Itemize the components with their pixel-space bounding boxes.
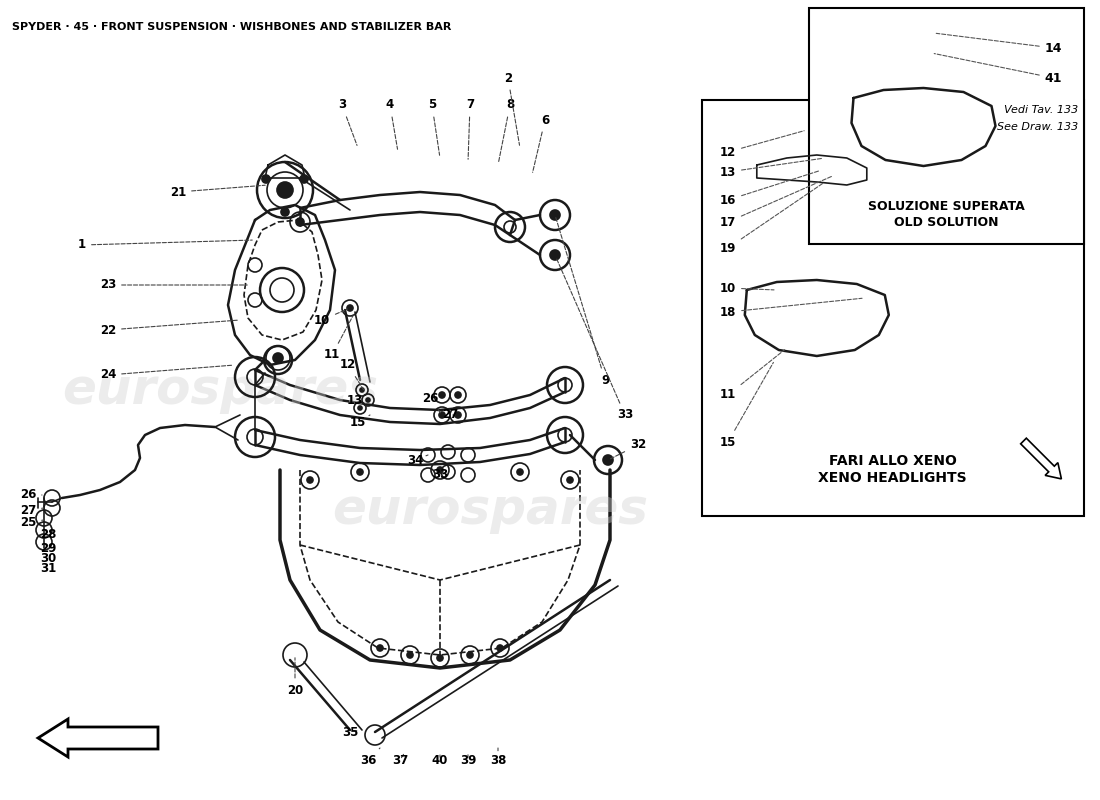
Circle shape (437, 467, 443, 473)
Text: 24: 24 (100, 366, 232, 382)
FancyArrow shape (1021, 438, 1062, 479)
Text: eurospares: eurospares (332, 486, 648, 534)
Text: 31: 31 (40, 562, 56, 574)
Text: 7: 7 (466, 98, 474, 159)
Circle shape (497, 645, 503, 651)
Text: 17: 17 (719, 176, 833, 229)
Text: 12: 12 (719, 130, 804, 158)
Text: 36: 36 (360, 748, 379, 766)
Circle shape (810, 125, 816, 131)
Text: OLD SOLUTION: OLD SOLUTION (893, 215, 999, 229)
Text: 40: 40 (432, 754, 448, 766)
Circle shape (517, 469, 522, 475)
Circle shape (437, 655, 443, 661)
Text: 26: 26 (20, 489, 42, 502)
Circle shape (280, 208, 289, 216)
Text: 33: 33 (557, 258, 634, 422)
Circle shape (550, 210, 560, 220)
Text: 11: 11 (323, 314, 354, 362)
Circle shape (407, 652, 412, 658)
Text: 38: 38 (490, 748, 506, 766)
Text: eurospares: eurospares (62, 366, 378, 414)
Text: FARI ALLO XENO: FARI ALLO XENO (828, 454, 957, 468)
Text: SOLUZIONE SUPERATA: SOLUZIONE SUPERATA (868, 199, 1024, 213)
Circle shape (366, 398, 370, 402)
Bar (808, 8, 1084, 244)
Circle shape (360, 388, 364, 392)
Text: 37: 37 (392, 754, 408, 766)
Circle shape (273, 353, 283, 363)
Circle shape (455, 392, 461, 398)
Text: 25: 25 (20, 515, 44, 529)
Text: 11: 11 (719, 350, 784, 402)
Text: 14: 14 (936, 34, 1063, 54)
Circle shape (566, 477, 573, 483)
Circle shape (262, 175, 270, 183)
Circle shape (888, 301, 895, 309)
Text: 13: 13 (346, 394, 366, 406)
Text: 26: 26 (421, 391, 440, 413)
Text: 10: 10 (719, 282, 774, 294)
Text: 22: 22 (100, 320, 238, 337)
Circle shape (925, 30, 932, 36)
Text: See Draw. 133: See Draw. 133 (998, 122, 1078, 132)
Text: 1: 1 (78, 238, 252, 251)
Text: 21: 21 (169, 186, 265, 198)
Text: 27: 27 (20, 503, 44, 517)
Circle shape (603, 455, 613, 465)
Circle shape (468, 652, 473, 658)
Text: 29: 29 (40, 542, 56, 554)
Circle shape (439, 412, 446, 418)
Text: 15: 15 (719, 362, 773, 449)
Text: 13: 13 (719, 158, 822, 178)
Text: 27: 27 (442, 409, 458, 422)
Circle shape (300, 175, 308, 183)
Text: 35: 35 (342, 726, 359, 738)
Text: 8: 8 (498, 98, 514, 162)
Text: 39: 39 (460, 754, 476, 766)
Circle shape (439, 392, 446, 398)
Text: 28: 28 (40, 529, 56, 542)
Text: 9: 9 (556, 218, 609, 386)
Circle shape (346, 305, 353, 311)
Circle shape (455, 412, 461, 418)
Text: 3: 3 (338, 98, 358, 146)
Text: 15: 15 (350, 415, 370, 429)
Text: 32: 32 (610, 438, 646, 458)
Circle shape (277, 182, 293, 198)
Text: 34: 34 (407, 454, 428, 466)
Circle shape (358, 469, 363, 475)
Text: 41: 41 (934, 54, 1063, 85)
Text: 30: 30 (40, 551, 56, 565)
Text: 12: 12 (340, 358, 363, 390)
Circle shape (307, 477, 314, 483)
Text: 19: 19 (719, 183, 823, 254)
Text: 23: 23 (100, 278, 248, 291)
Circle shape (358, 406, 362, 410)
Text: 2: 2 (504, 71, 519, 146)
Circle shape (377, 645, 383, 651)
Text: XENO HEADLIGHTS: XENO HEADLIGHTS (818, 471, 967, 485)
Text: 10: 10 (314, 309, 348, 326)
Bar (702, 100, 1084, 516)
Circle shape (550, 250, 560, 260)
Text: 16: 16 (719, 171, 820, 206)
Text: Vedi Tav. 133: Vedi Tav. 133 (1004, 105, 1078, 115)
Text: SPYDER · 45 · FRONT SUSPENSION · WISHBONES AND STABILIZER BAR: SPYDER · 45 · FRONT SUSPENSION · WISHBON… (12, 22, 451, 32)
Text: 5: 5 (428, 98, 440, 155)
FancyArrow shape (39, 719, 158, 757)
Circle shape (296, 218, 304, 226)
Text: 18: 18 (719, 298, 862, 318)
Text: 20: 20 (287, 658, 304, 697)
Text: 4: 4 (386, 98, 397, 150)
Text: 33: 33 (432, 469, 448, 482)
Text: 6: 6 (532, 114, 549, 172)
